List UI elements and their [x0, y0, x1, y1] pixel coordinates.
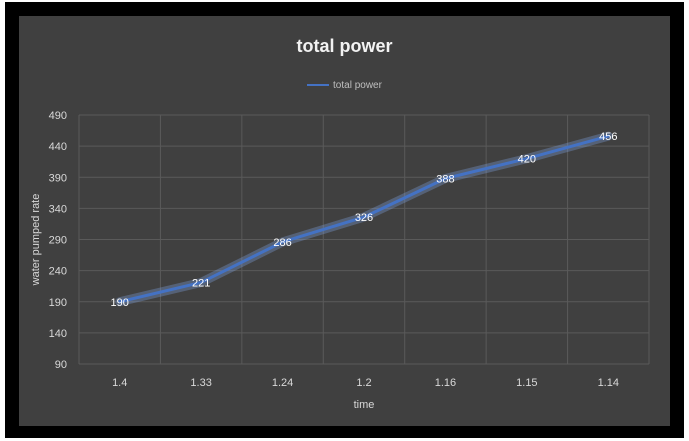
x-tick-label: 1.4 — [112, 377, 127, 389]
data-point — [525, 157, 529, 161]
data-point — [443, 176, 447, 180]
x-axis-title: time — [354, 399, 375, 411]
data-point — [606, 134, 610, 138]
data-label: 326 — [355, 212, 373, 224]
y-tick-label: 490 — [49, 110, 67, 122]
data-label: 420 — [518, 154, 536, 166]
gridlines — [78, 114, 650, 365]
series-lines — [115, 131, 613, 307]
y-tick-labels: 90 140 190 240 290 340 390 440 490 — [49, 110, 67, 371]
x-tick-label: 1.2 — [356, 377, 371, 389]
y-tick-label: 340 — [49, 203, 67, 215]
x-tick-label: 1.33 — [190, 377, 211, 389]
data-label: 190 — [111, 297, 129, 309]
data-label: 286 — [273, 237, 291, 249]
y-tick-label: 190 — [49, 297, 67, 309]
chart-legend: total power — [19, 80, 670, 91]
y-tick-label: 440 — [49, 141, 67, 153]
chart-frame: total power total power 90 140 190 240 290 34… — [5, 2, 684, 438]
x-tick-label: 1.15 — [516, 377, 537, 389]
data-point — [199, 280, 203, 284]
data-labels: 190 221 286 326 388 420 456 — [111, 131, 618, 309]
chart-area: total power total power 90 140 190 240 290 34… — [19, 16, 670, 426]
x-tick-label: 1.24 — [272, 377, 293, 389]
x-tick-labels: 1.4 1.33 1.24 1.2 1.16 1.15 1.14 — [112, 377, 619, 389]
legend-line-swatch — [307, 84, 330, 87]
y-tick-label: 140 — [49, 328, 67, 340]
y-axis-title: water pumped rate — [30, 194, 42, 287]
data-label: 388 — [436, 173, 454, 185]
y-tick-label: 90 — [55, 359, 67, 371]
data-point — [118, 300, 122, 304]
legend-label: total power — [333, 80, 382, 91]
y-tick-label: 290 — [49, 235, 67, 247]
data-label: 456 — [599, 131, 617, 143]
chart-title: total power — [296, 36, 393, 56]
x-tick-label: 1.14 — [598, 377, 619, 389]
x-tick-label: 1.16 — [435, 377, 456, 389]
y-tick-label: 390 — [49, 172, 67, 184]
data-point — [281, 240, 285, 244]
data-label: 221 — [192, 277, 210, 289]
y-tick-label: 240 — [49, 266, 67, 278]
data-point — [362, 215, 366, 219]
